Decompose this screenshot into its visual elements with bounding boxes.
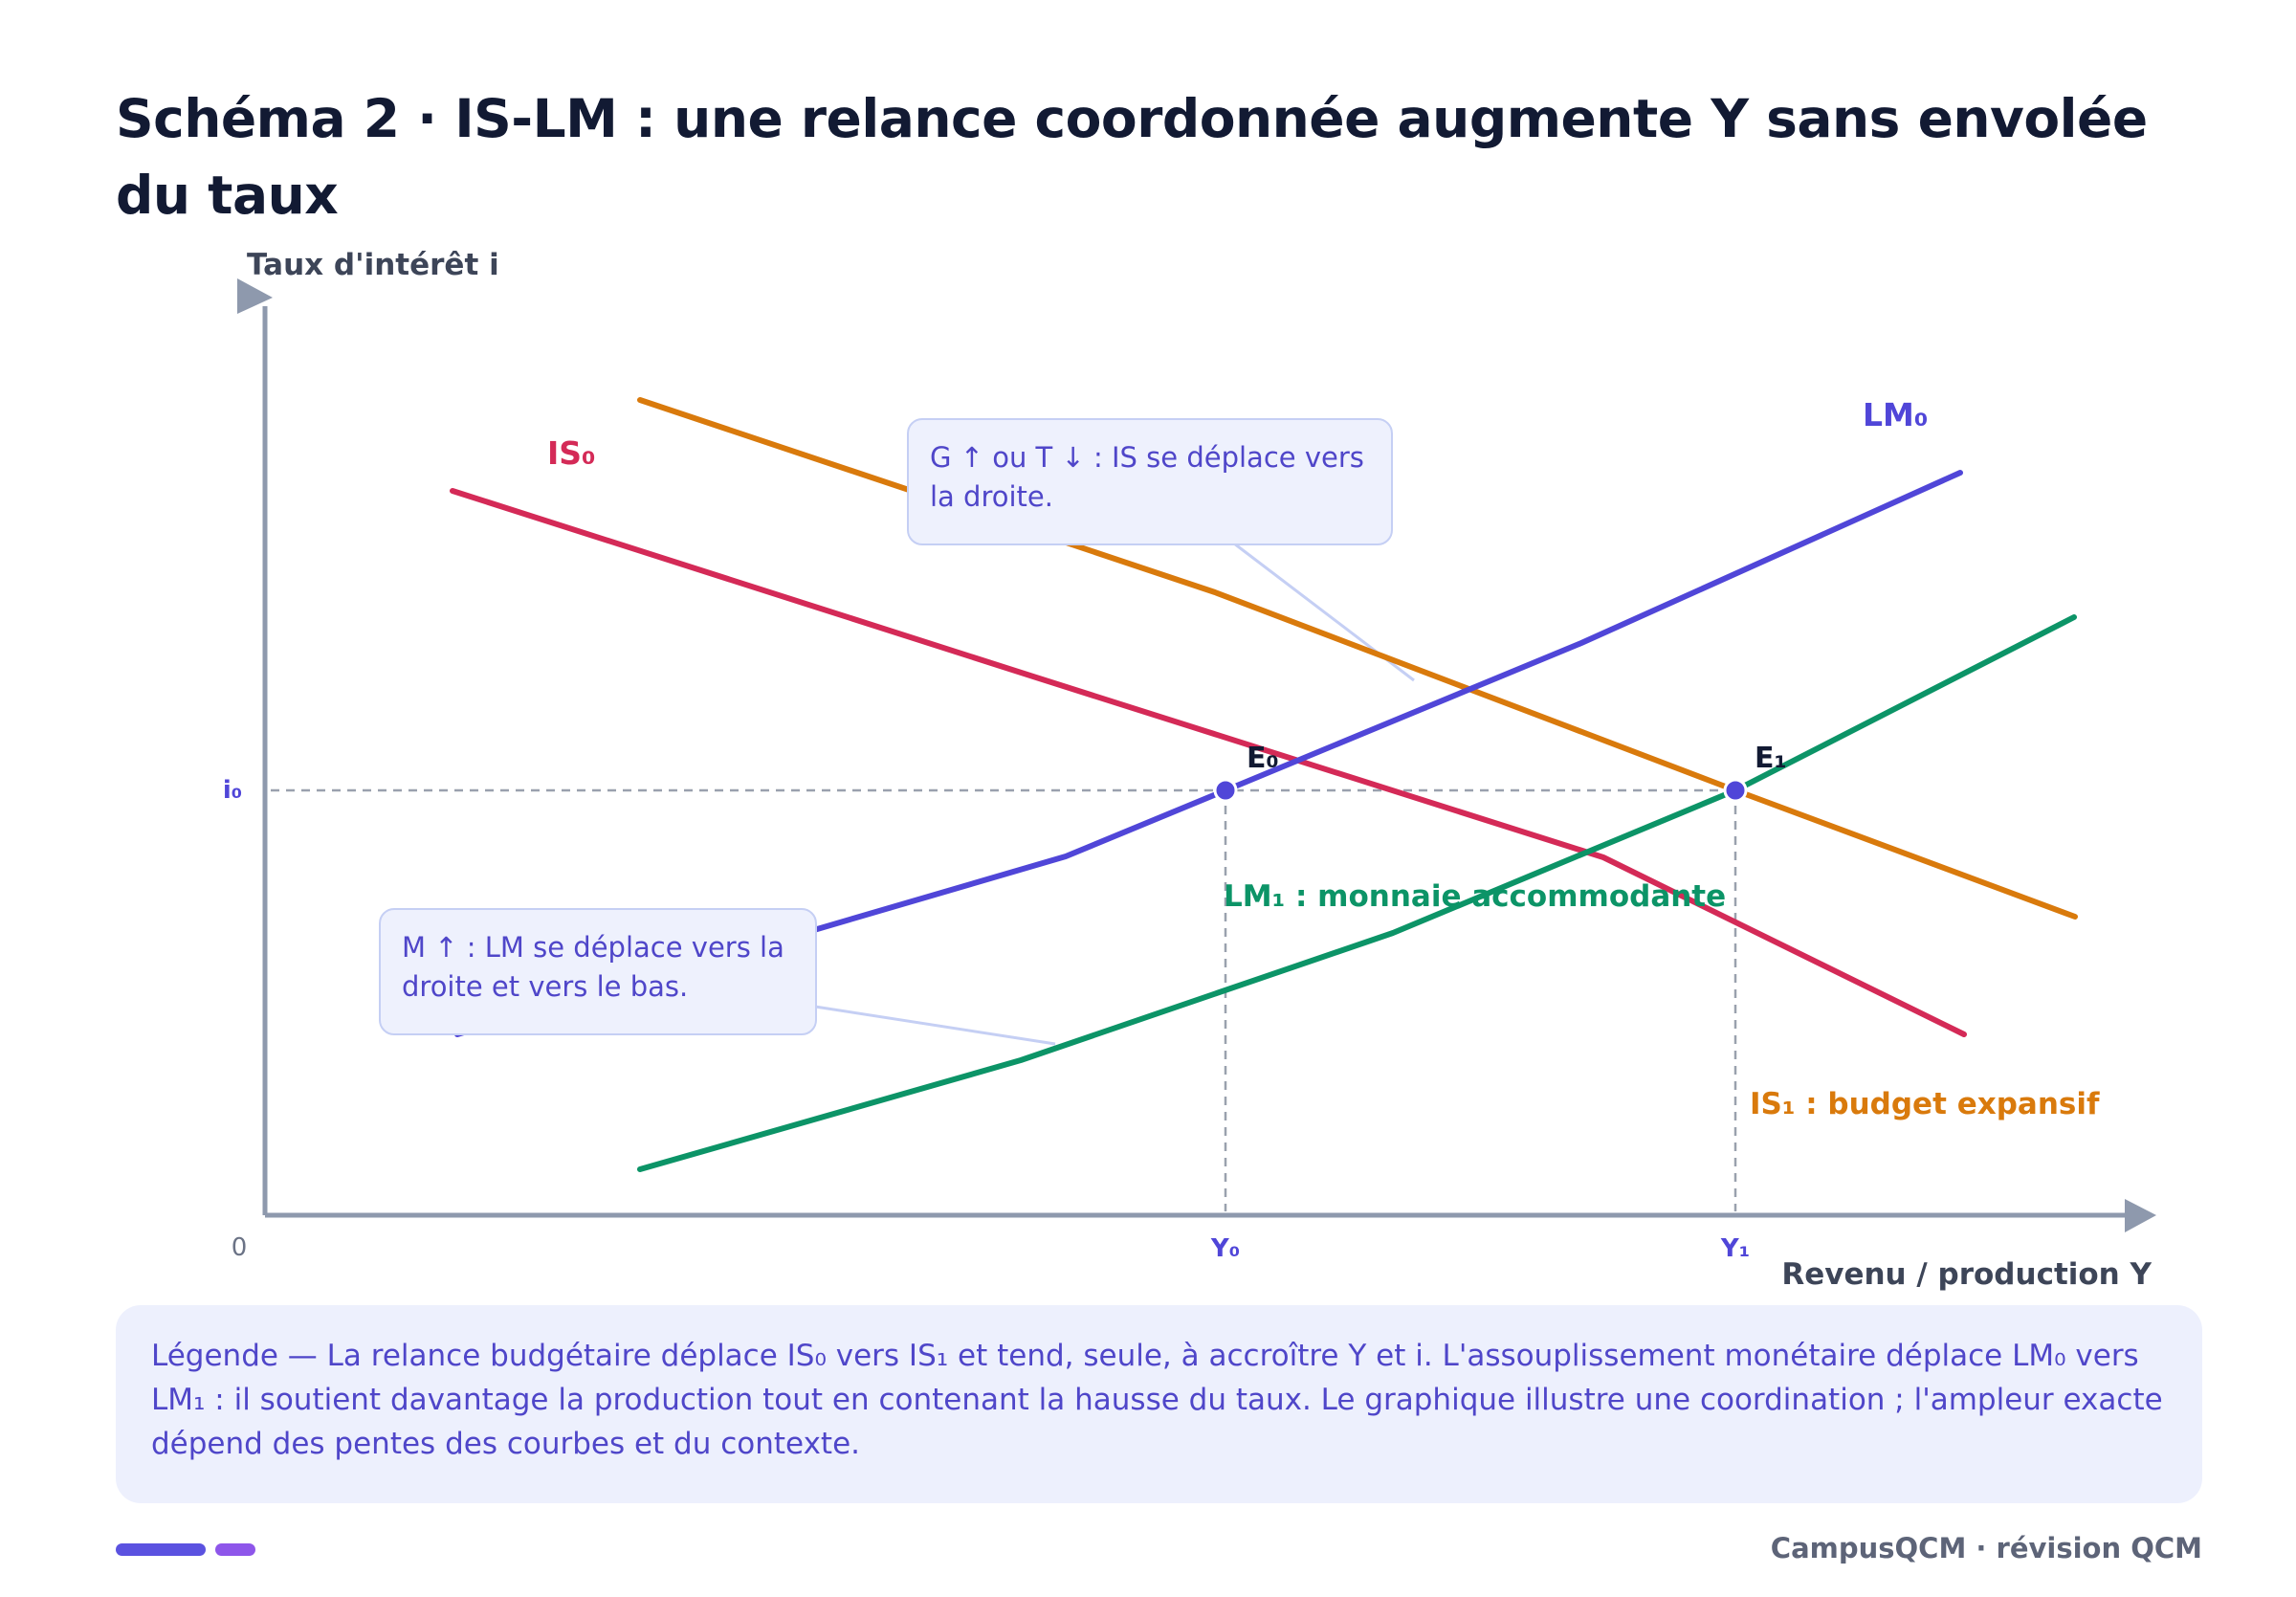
x-axis-label: Revenu / production Y (1781, 1257, 2152, 1292)
curve-is0 (450, 488, 1967, 1037)
callout-monetary-leader (814, 1005, 1056, 1046)
equilibrium-point-e1 (1723, 778, 1748, 803)
tick-label-y1: Y₁ (1720, 1234, 1750, 1263)
footer-brand: CampusQCM · révision QCM (1770, 1532, 2202, 1564)
callout-monetary-policy: M ↑ : LM se déplace vers la droite et ve… (379, 908, 817, 1035)
legend-text: Légende — La relance budgétaire déplace … (151, 1339, 2163, 1461)
callout-fiscal-policy: G ↑ ou T ↓ : IS se déplace vers la droit… (907, 418, 1393, 545)
curve-label-lm1: LM₁ : monnaie accommodante (1224, 879, 1726, 914)
x-axis-arrow-icon (2125, 1199, 2156, 1232)
equilibrium-label-e1: E₁ (1755, 742, 1787, 775)
origin-label: 0 (232, 1233, 248, 1262)
tick-label-i0: i₀ (223, 776, 242, 805)
equilibrium-point-e0 (1213, 778, 1238, 803)
legend-box: Légende — La relance budgétaire déplace … (116, 1305, 2202, 1503)
tick-label-y0: Y₀ (1210, 1234, 1240, 1263)
diagram-title: Schéma 2 · IS-LM : une relance coordonné… (116, 88, 2148, 226)
footer-accent-bar-short (215, 1543, 255, 1556)
y-axis-arrow-icon (237, 278, 273, 314)
curve-label-lm0: LM₀ (1863, 396, 1928, 433)
footer-accent-bar (116, 1543, 206, 1556)
curve-lm1 (637, 614, 2077, 1172)
y-axis-label: Taux d'intérêt i (247, 248, 499, 282)
curve-label-is0: IS₀ (547, 434, 596, 472)
equilibrium-label-e0: E₀ (1247, 742, 1279, 775)
curve-label-is1: IS₁ : budget expansif (1750, 1087, 2100, 1121)
